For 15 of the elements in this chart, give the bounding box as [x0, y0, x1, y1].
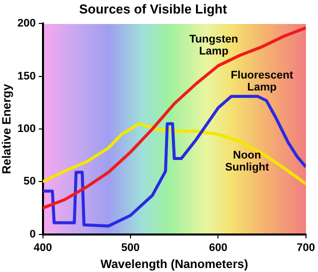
y-tick-label: 0 [30, 228, 36, 240]
x-tick-label: 600 [208, 242, 228, 254]
series-label: Noon Sunlight [225, 150, 270, 174]
chart-title: Sources of Visible Light [79, 1, 228, 16]
x-axis-title: Wavelength (Nanometers) [100, 257, 248, 272]
y-tick-label: 50 [24, 176, 36, 188]
x-tick-label: 500 [121, 242, 140, 254]
series-label: Tungsten Lamp [189, 34, 238, 58]
y-tick-label: 150 [17, 70, 36, 82]
y-tick-label: 100 [17, 123, 36, 136]
y-axis-title: Relative Energy [0, 84, 14, 174]
x-tick-label: 700 [296, 242, 316, 254]
y-tick-label: 200 [17, 18, 36, 30]
series-label: Fluorescent Lamp [230, 69, 294, 94]
x-tick-label: 400 [34, 242, 52, 254]
